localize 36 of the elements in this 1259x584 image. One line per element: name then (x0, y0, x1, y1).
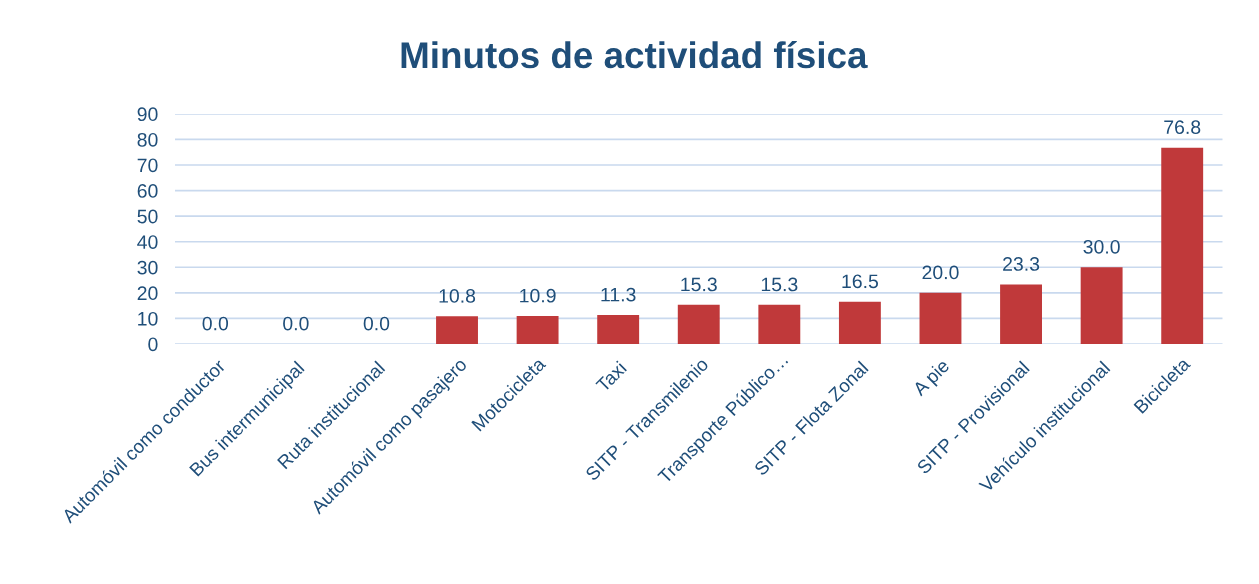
bar (1000, 284, 1042, 344)
y-tick-label: 80 (137, 132, 158, 147)
bar (919, 292, 962, 344)
y-tick-label: 20 (137, 286, 158, 301)
data-label: 20.0 (922, 265, 959, 280)
bar (597, 315, 640, 344)
y-tick-label: 40 (137, 235, 158, 249)
bar (1161, 147, 1204, 344)
data-label: 0.0 (283, 316, 309, 331)
data-label: 11.3 (601, 287, 636, 302)
chart-title: Minutos de actividad física (401, 40, 868, 69)
data-label: 15.3 (681, 277, 717, 292)
bar (677, 304, 720, 344)
data-label: 10.9 (520, 288, 556, 303)
y-tick-label: 70 (137, 158, 158, 173)
y-tick-label: 0 (148, 337, 158, 352)
data-label: 10.8 (439, 289, 476, 303)
y-tick-label: 60 (137, 184, 158, 198)
bar (436, 316, 478, 344)
x-tick-label: A pie (911, 358, 953, 400)
data-label: 0.0 (202, 316, 229, 331)
bar (758, 304, 801, 344)
data-label: 23.3 (1003, 257, 1040, 271)
data-label: 15.3 (761, 277, 798, 292)
bar (1080, 267, 1123, 344)
data-label: 16.5 (842, 274, 879, 289)
y-tick-label: 30 (137, 260, 158, 275)
x-tick-label: Taxi (594, 360, 628, 393)
data-label: 0.0 (363, 316, 390, 331)
y-tick-label: 10 (138, 311, 158, 326)
bar (838, 301, 881, 344)
data-label: 76.8 (1164, 120, 1201, 135)
bar (516, 316, 559, 344)
y-tick-label: 50 (137, 209, 158, 224)
y-tick-label: 90 (137, 107, 158, 122)
data-label: 30.0 (1083, 239, 1120, 254)
